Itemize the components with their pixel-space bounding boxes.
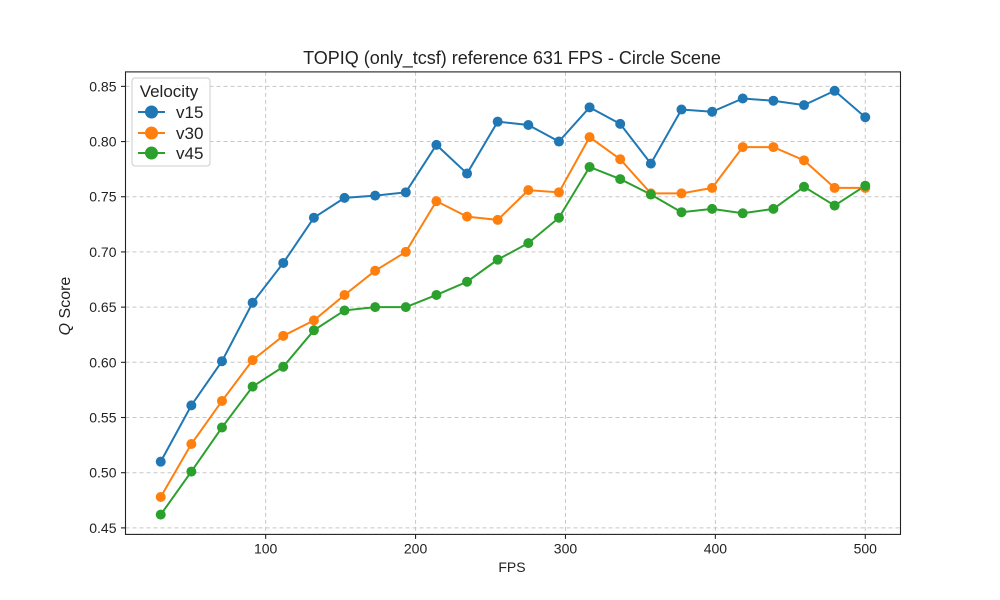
svg-text:FPS: FPS [498, 559, 525, 575]
svg-text:0.75: 0.75 [89, 189, 116, 205]
svg-text:0.80: 0.80 [89, 134, 116, 150]
svg-text:0.70: 0.70 [89, 244, 116, 260]
svg-text:0.55: 0.55 [89, 410, 116, 426]
svg-text:v45: v45 [176, 144, 203, 163]
svg-text:0.50: 0.50 [89, 465, 116, 481]
svg-text:0.65: 0.65 [89, 299, 116, 315]
svg-text:0.60: 0.60 [89, 354, 116, 370]
svg-text:Q Score: Q Score [57, 277, 74, 336]
svg-text:100: 100 [254, 540, 278, 556]
svg-text:300: 300 [554, 540, 578, 556]
svg-text:Velocity: Velocity [140, 82, 199, 101]
svg-text:0.45: 0.45 [89, 520, 116, 536]
svg-text:0.85: 0.85 [89, 78, 116, 94]
svg-text:500: 500 [854, 540, 878, 556]
svg-text:v15: v15 [176, 103, 203, 122]
svg-text:v30: v30 [176, 124, 203, 143]
svg-text:400: 400 [704, 540, 728, 556]
svg-text:200: 200 [404, 540, 428, 556]
svg-text:TOPIQ (only_tcsf) reference 63: TOPIQ (only_tcsf) reference 631 FPS - Ci… [303, 48, 721, 69]
